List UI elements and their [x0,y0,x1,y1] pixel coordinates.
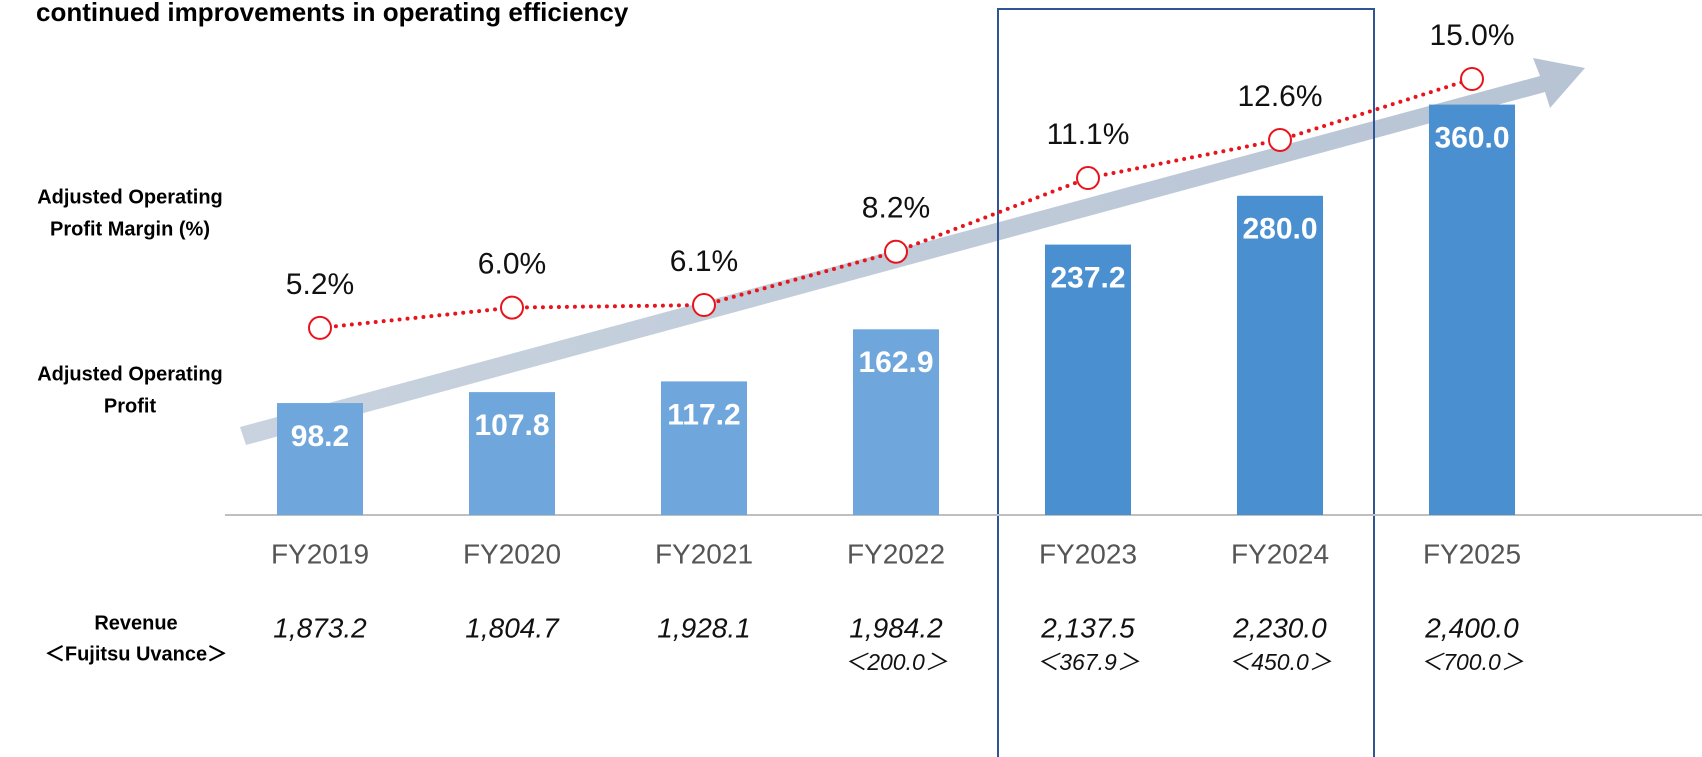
trend-arrow [240,58,1585,445]
row-label: Profit Margin (%) [50,218,210,240]
margin-point [308,315,332,340]
x-tick-label: FY2021 [655,538,753,569]
row-label: Adjusted Operating [37,186,223,208]
margin-label: 5.2% [286,268,354,301]
bar-label: 117.2 [667,398,740,431]
bar-label: 98.2 [291,420,349,453]
x-tick-label: FY2022 [847,538,945,569]
margin-label: 8.2% [862,192,930,225]
bar [469,392,555,515]
uvance-value: ＜367.9＞ [1036,649,1140,675]
uvance-value: ＜700.0＞ [1420,649,1524,675]
x-tick-label: FY2020 [463,538,561,569]
bar [277,403,363,515]
margin-label: 15.0% [1429,19,1514,52]
margin-point [1076,166,1100,191]
margin-label: 6.1% [670,245,738,278]
x-tick-label: FY2025 [1423,538,1521,569]
bar-label: 107.8 [474,409,549,442]
bar [1237,195,1323,516]
x-tick-label: FY2024 [1231,538,1329,569]
uvance-value: ＜200.0＞ [844,649,948,675]
bar-label: 162.9 [858,346,933,379]
bar-label: 237.2 [1050,262,1125,295]
revenue-value: 2,137.5 [1040,612,1135,643]
highlight-box [997,8,1375,757]
chart-title: continued improvements in operating effi… [36,0,629,27]
revenue-value: 1,804.7 [465,612,560,643]
bar [1429,104,1515,515]
revenue-value: 1,928.1 [657,612,750,643]
bar-label: 360.0 [1434,122,1509,155]
row-label: Adjusted Operating [37,363,223,385]
margin-point [692,293,716,318]
row-label: Revenue [94,612,177,634]
margin-label: 12.6% [1237,80,1322,113]
margin-point [500,295,524,320]
bar [853,329,939,515]
margin-label: 6.0% [478,248,546,281]
bar [1045,244,1131,516]
x-tick-label: FY2019 [271,538,369,569]
margin-point [1268,127,1292,152]
margin-point [1460,67,1484,91]
revenue-value: 1,873.2 [273,612,367,643]
uvance-value: ＜450.0＞ [1228,649,1332,675]
row-label: ＜Fujitsu Uvance＞ [45,643,227,665]
x-tick-label: FY2023 [1039,538,1137,569]
row-label: Profit [104,395,157,417]
revenue-value: 1,984.2 [849,612,943,643]
bar [661,381,747,515]
revenue-value: 2,230.0 [1232,612,1327,643]
margin-label: 11.1% [1047,118,1130,151]
revenue-value: 2,400.0 [1424,612,1519,643]
bar-label: 280.0 [1242,213,1317,246]
margin-point [884,239,908,264]
